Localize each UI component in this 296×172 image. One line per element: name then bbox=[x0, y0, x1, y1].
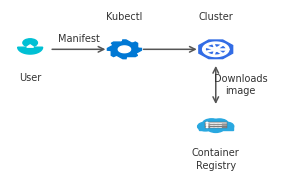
FancyBboxPatch shape bbox=[205, 122, 226, 124]
Circle shape bbox=[207, 123, 224, 132]
Text: Downloads
image: Downloads image bbox=[214, 74, 268, 96]
Text: User: User bbox=[19, 73, 41, 83]
Circle shape bbox=[212, 47, 219, 51]
Circle shape bbox=[23, 39, 37, 47]
FancyBboxPatch shape bbox=[199, 126, 233, 130]
Polygon shape bbox=[27, 45, 34, 47]
Text: Container
Registry: Container Registry bbox=[192, 148, 240, 171]
Text: Manifest: Manifest bbox=[58, 34, 100, 44]
Polygon shape bbox=[203, 42, 229, 57]
Text: Kubectl: Kubectl bbox=[106, 12, 143, 22]
FancyBboxPatch shape bbox=[205, 126, 226, 128]
Circle shape bbox=[219, 122, 234, 130]
Polygon shape bbox=[199, 40, 233, 59]
Polygon shape bbox=[118, 46, 131, 53]
Circle shape bbox=[206, 122, 208, 123]
FancyBboxPatch shape bbox=[205, 124, 226, 126]
Circle shape bbox=[198, 122, 213, 131]
Circle shape bbox=[202, 119, 221, 129]
Polygon shape bbox=[18, 47, 43, 54]
Circle shape bbox=[206, 127, 208, 128]
Text: Cluster: Cluster bbox=[198, 12, 233, 22]
Circle shape bbox=[211, 119, 228, 128]
Polygon shape bbox=[107, 40, 141, 59]
